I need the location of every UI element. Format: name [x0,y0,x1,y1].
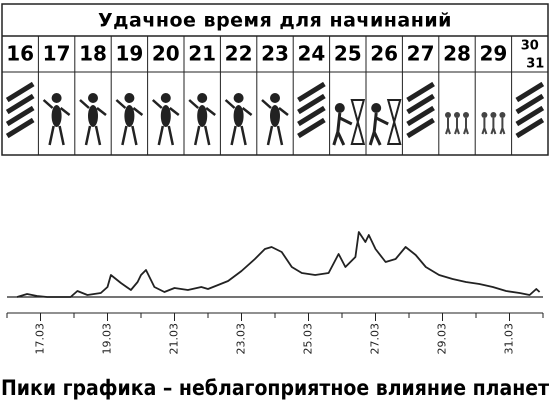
hatch-stripe [5,93,35,115]
day-number: 31 [526,57,544,72]
hatch-stripe [515,117,545,139]
day-number: 27 [407,42,435,66]
day-icon [332,99,366,146]
figure-body [124,105,135,127]
figure-limbs [151,99,180,146]
figure-head [463,112,469,118]
hatch-stripe [406,81,435,103]
hatch-stripe [297,81,326,103]
figure-head [270,93,280,103]
day-number: 24 [297,42,325,66]
x-tick-label: 17.03 [34,323,47,355]
figure-head [51,93,62,103]
figure-head [197,93,208,103]
day-icon [224,93,253,146]
hatch-stripe [406,105,435,127]
hatch-stripe [5,105,35,127]
hatch-stripe [515,105,545,127]
chart-caption: Пики графика – неблагоприятное влияние п… [1,376,549,400]
day-icon [445,112,469,135]
x-tick-label: 27.03 [369,323,382,355]
figure-body [197,105,208,127]
day-icon [5,81,35,139]
figure-head [233,93,244,103]
figure-body [490,118,497,135]
day-icon [188,93,216,146]
figure-head [88,93,98,103]
figure-head [334,103,345,113]
hatch-stripe [406,93,435,115]
figure-head [371,103,382,113]
figure-head [454,112,460,118]
figure-head [481,112,488,118]
figure-body [368,112,389,146]
figure-body [270,105,280,127]
x-tick-label: 21.03 [168,323,181,355]
figure-body [454,118,460,135]
hatch-stripe [515,93,545,115]
day-icon [151,93,180,146]
day-number: 19 [115,42,143,66]
figure-body [332,112,353,146]
calendar-title: Удачное время для начинаний [98,10,452,32]
figure-body [463,118,469,135]
figure-head [490,112,497,118]
hatch-stripe [297,105,326,127]
x-tick-label: 23.03 [235,323,248,355]
figure-limbs [188,99,216,146]
hatch-stripe [5,117,35,139]
day-number: 20 [152,42,180,66]
x-tick-label: 29.03 [436,323,449,355]
day-number: 18 [79,42,107,66]
x-tick-label: 31.03 [503,323,516,355]
day-number: 16 [6,42,34,66]
figure-body [160,105,171,127]
figure-body [499,118,506,135]
figure-limbs [79,99,107,146]
hourglass [386,99,402,145]
day-icon [42,93,71,146]
hatch-stripe [5,81,35,103]
day-number: 29 [479,42,507,66]
day-icon [115,93,144,146]
day-number: 22 [225,42,253,66]
x-tick-label: 19.03 [101,323,114,355]
day-number: 26 [370,42,398,66]
day-icon [79,93,107,146]
day-number: 25 [334,42,362,66]
day-number: 21 [188,42,216,66]
figure-head [124,93,135,103]
figure-head [499,112,506,118]
figure-body [233,105,244,127]
hatch-stripe [515,81,545,103]
figure-body [445,118,451,135]
figure-limbs [261,99,289,146]
day-number: 17 [43,42,71,66]
hatch-stripe [297,117,326,139]
figure-head [445,112,451,118]
day-icon [261,93,289,146]
figure-body [51,105,62,127]
hatch-stripe [406,117,435,139]
figure-limbs [42,99,71,146]
figure-head [160,93,171,103]
day-number: 30 [521,39,539,54]
day-icon [406,81,435,139]
day-icon [297,81,326,139]
line-series [16,231,541,298]
figure-body [88,105,98,127]
day-icon [368,99,402,146]
hourglass [350,99,366,145]
calendar-frame [1,3,549,156]
figure-body [481,118,488,135]
figure-limbs [224,99,253,146]
day-icon [515,81,545,139]
x-tick-label: 25.03 [302,323,315,355]
day-number: 28 [443,42,471,66]
day-icon [481,112,506,135]
day-number: 23 [261,42,289,66]
figure-limbs [115,99,144,146]
hatch-stripe [297,93,326,115]
